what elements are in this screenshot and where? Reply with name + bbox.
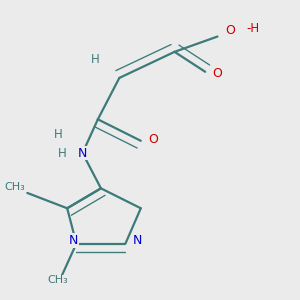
Text: N: N xyxy=(69,234,78,247)
Text: H: H xyxy=(54,128,62,141)
Text: CH₃: CH₃ xyxy=(5,182,26,192)
Text: O: O xyxy=(225,24,235,37)
Text: N: N xyxy=(133,234,142,247)
Text: -H: -H xyxy=(247,22,260,35)
Text: H: H xyxy=(90,53,99,66)
Text: H: H xyxy=(58,147,67,160)
Text: O: O xyxy=(148,133,158,146)
Text: O: O xyxy=(212,67,222,80)
Text: N: N xyxy=(78,147,87,160)
Text: CH₃: CH₃ xyxy=(48,275,68,285)
